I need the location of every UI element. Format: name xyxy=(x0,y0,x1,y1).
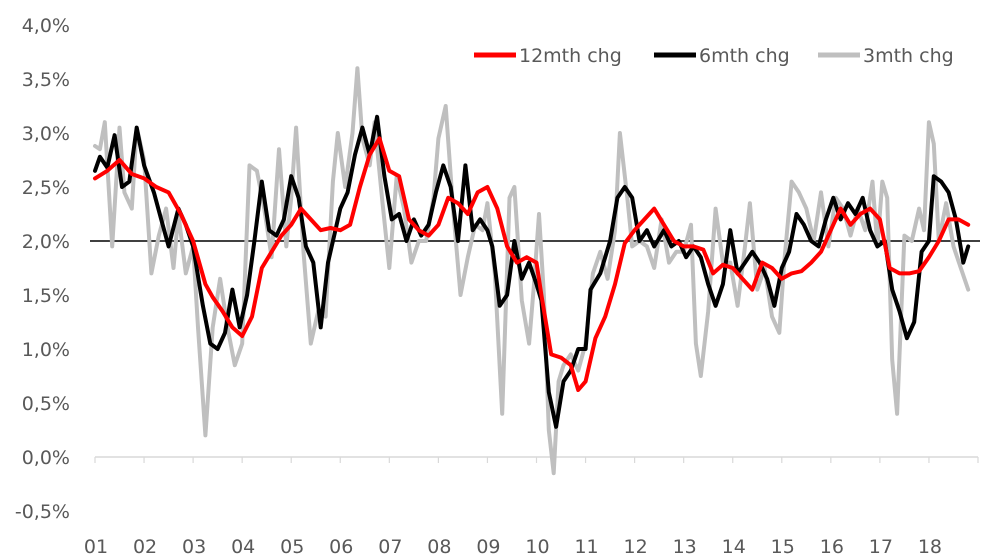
y-axis-tick-labels: -0,5% 0,0% 0,5% 1,0% 1,5% 2,0% 2,5% 3,0% 3,5% 4,0… xyxy=(15,15,70,523)
y-tick-label: -0,5% xyxy=(15,501,70,523)
x-tick-label: 12 xyxy=(624,536,648,558)
x-tick-label: 01 xyxy=(84,536,108,558)
x-tick-label: 06 xyxy=(329,536,353,558)
y-tick-label: 1,0% xyxy=(22,339,70,361)
y-tick-label: 1,5% xyxy=(22,285,70,307)
x-tick-label: 10 xyxy=(525,536,549,558)
legend: 12mth chg 6mth chg 3mth chg xyxy=(474,45,954,67)
x-tick-label: 04 xyxy=(231,536,255,558)
series-line-3mth-chg xyxy=(93,66,971,476)
y-tick-label: 0,0% xyxy=(22,447,70,469)
series-line-6mth-chg xyxy=(93,114,971,429)
x-tick-label: 05 xyxy=(280,536,304,558)
legend-label: 3mth chg xyxy=(863,45,954,67)
x-tick-label: 16 xyxy=(820,536,844,558)
y-tick-label: 4,0% xyxy=(22,15,70,37)
series-lines xyxy=(93,66,971,476)
x-tick-label: 15 xyxy=(771,536,795,558)
x-tick-label: 08 xyxy=(427,536,451,558)
x-tick-label: 11 xyxy=(574,536,598,558)
series-line-12mth-chg xyxy=(93,136,971,392)
x-tick-label: 02 xyxy=(133,536,157,558)
y-tick-label: 2,0% xyxy=(22,231,70,253)
x-tick-label: 18 xyxy=(918,536,942,558)
x-tick-label: 09 xyxy=(476,536,500,558)
x-tick-label: 13 xyxy=(673,536,697,558)
x-axis: 01 02 03 04 05 06 07 08 09 10 11 12 13 14 15 16 17 18 xyxy=(84,456,979,558)
y-tick-label: 0,5% xyxy=(22,393,70,415)
y-tick-label: 2,5% xyxy=(22,177,70,199)
y-tick-label: 3,0% xyxy=(22,123,70,145)
x-tick-label: 07 xyxy=(378,536,402,558)
legend-label: 12mth chg xyxy=(519,45,622,67)
x-tick-label: 14 xyxy=(722,536,746,558)
x-tick-label: 17 xyxy=(869,536,893,558)
legend-label: 6mth chg xyxy=(699,45,790,67)
x-tick-label: 03 xyxy=(182,536,206,558)
y-tick-label: 3,5% xyxy=(22,69,70,91)
